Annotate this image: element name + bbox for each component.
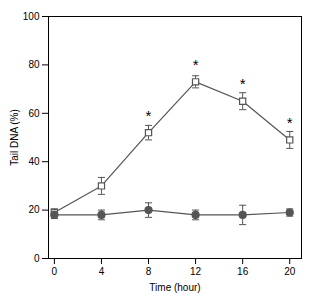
svg-text:*: * (193, 56, 199, 73)
svg-text:16: 16 (237, 266, 249, 277)
svg-text:*: * (240, 75, 246, 92)
svg-text:0: 0 (34, 253, 40, 264)
svg-text:12: 12 (190, 266, 202, 277)
svg-text:80: 80 (28, 59, 40, 70)
svg-text:8: 8 (146, 266, 152, 277)
svg-text:60: 60 (28, 108, 40, 119)
svg-text:Tail DNA (%): Tail DNA (%) (9, 109, 20, 166)
svg-text:0: 0 (52, 266, 58, 277)
svg-text:4: 4 (99, 266, 105, 277)
svg-text:*: * (146, 107, 152, 124)
svg-text:20: 20 (284, 266, 296, 277)
svg-text:20: 20 (28, 204, 40, 215)
svg-text:40: 40 (28, 156, 40, 167)
svg-text:100: 100 (23, 11, 40, 22)
svg-text:*: * (287, 114, 293, 131)
svg-text:Time (hour): Time (hour) (149, 282, 200, 293)
